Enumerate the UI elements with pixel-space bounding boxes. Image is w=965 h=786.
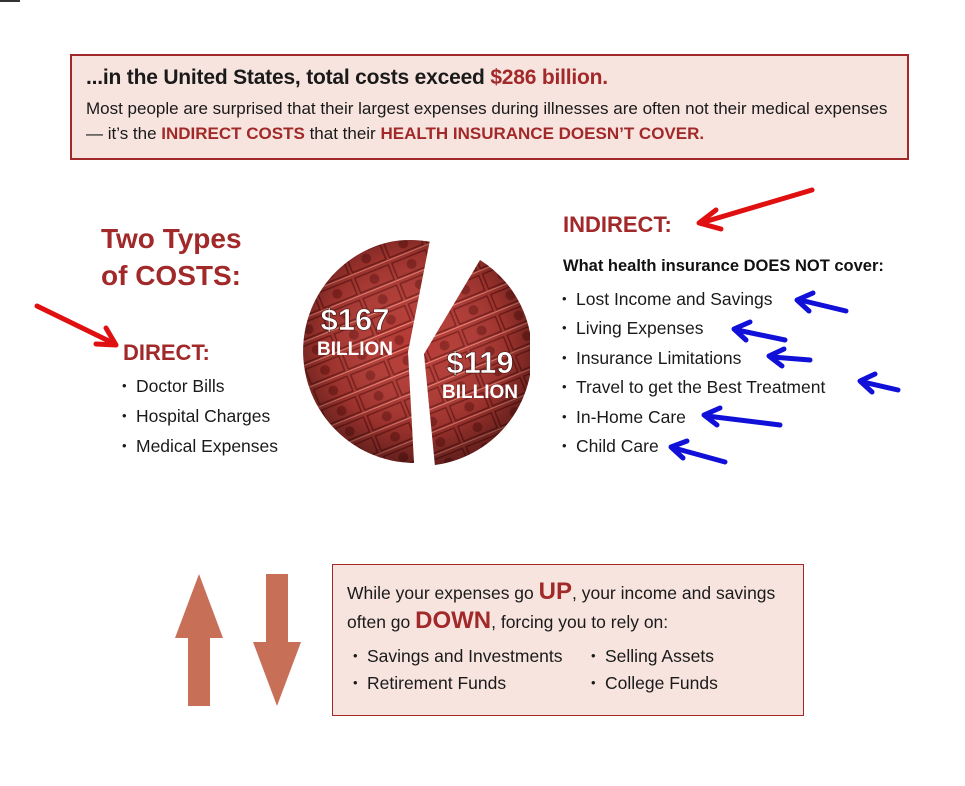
- indirect-item: Insurance Limitations: [562, 346, 825, 375]
- fallback-item: Retirement Funds: [353, 671, 585, 698]
- fallback-item: College Funds: [591, 671, 718, 698]
- headline-amount: $286 billion.: [490, 66, 608, 89]
- indirect-amount-label: $119: [446, 345, 513, 380]
- indirect-title: INDIRECT:: [563, 212, 672, 237]
- fallback-text-1: While your expenses go: [347, 583, 539, 603]
- indirect-subtitle: What health insurance DOES NOT cover:: [563, 257, 884, 275]
- summary-headline: ...in the United States, total costs exc…: [86, 66, 893, 90]
- fallback-item: Savings and Investments: [353, 644, 585, 671]
- fallback-columns: Savings and Investments Retirement Funds…: [347, 644, 789, 698]
- two-types-heading: Two Types of COSTS:: [101, 220, 242, 294]
- summary-body: Most people are surprised that their lar…: [86, 96, 893, 146]
- corner-mark: [0, 0, 20, 2]
- up-down-arrows: [175, 574, 301, 706]
- fallback-column-2: Selling Assets College Funds: [585, 644, 718, 698]
- fallback-text-3: , forcing you to rely on:: [491, 612, 669, 632]
- direct-item: Medical Expenses: [122, 434, 278, 464]
- fallback-box: While your expenses go UP, your income a…: [332, 564, 804, 716]
- indirect-unit-label: BILLION: [442, 382, 518, 403]
- headline-text: ...in the United States, total costs exc…: [86, 66, 491, 89]
- indirect-item: Child Care: [562, 434, 825, 463]
- direct-item: Hospital Charges: [122, 404, 278, 434]
- red-pointer-arrow-icon: [696, 187, 815, 232]
- blue-pointer-arrow-icon: [857, 371, 901, 395]
- indirect-slice: [424, 260, 530, 466]
- indirect-item: Travel to get the Best Treatment: [562, 375, 825, 404]
- summary-box: ...in the United States, total costs exc…: [70, 54, 909, 160]
- indirect-item: In-Home Care: [562, 405, 825, 434]
- two-types-line2: of COSTS:: [101, 260, 241, 291]
- up-word: UP: [538, 578, 572, 605]
- body-highlight-insurance: HEALTH INSURANCE DOESN’T COVER.: [380, 124, 705, 143]
- direct-list: Doctor Bills Hospital Charges Medical Ex…: [122, 374, 278, 464]
- down-word: DOWN: [415, 607, 492, 634]
- down-arrow-icon: [253, 574, 301, 706]
- direct-item: Doctor Bills: [122, 374, 278, 404]
- fallback-text-2: , your income and savings often go: [347, 583, 776, 632]
- direct-amount-label: $167: [321, 302, 390, 337]
- red-pointer-arrow-icon: [34, 303, 119, 348]
- up-arrow-icon: [175, 574, 223, 706]
- cost-split-pie: $167 BILLION $119 BILLION: [303, 240, 530, 466]
- fallback-item: Selling Assets: [591, 644, 718, 671]
- direct-unit-label: BILLION: [317, 339, 393, 360]
- direct-title: DIRECT:: [123, 340, 210, 365]
- indirect-item: Lost Income and Savings: [562, 287, 825, 316]
- body-text-2: that their: [304, 124, 381, 143]
- two-types-line1: Two Types: [101, 223, 242, 254]
- indirect-list: Lost Income and Savings Living Expenses …: [562, 287, 825, 463]
- body-text-1: Most people are surprised that their lar…: [86, 99, 888, 143]
- body-highlight-indirect: INDIRECT COSTS: [161, 124, 305, 143]
- indirect-item: Living Expenses: [562, 316, 825, 345]
- fallback-text: While your expenses go UP, your income a…: [347, 578, 789, 636]
- fallback-column-1: Savings and Investments Retirement Funds: [347, 644, 585, 698]
